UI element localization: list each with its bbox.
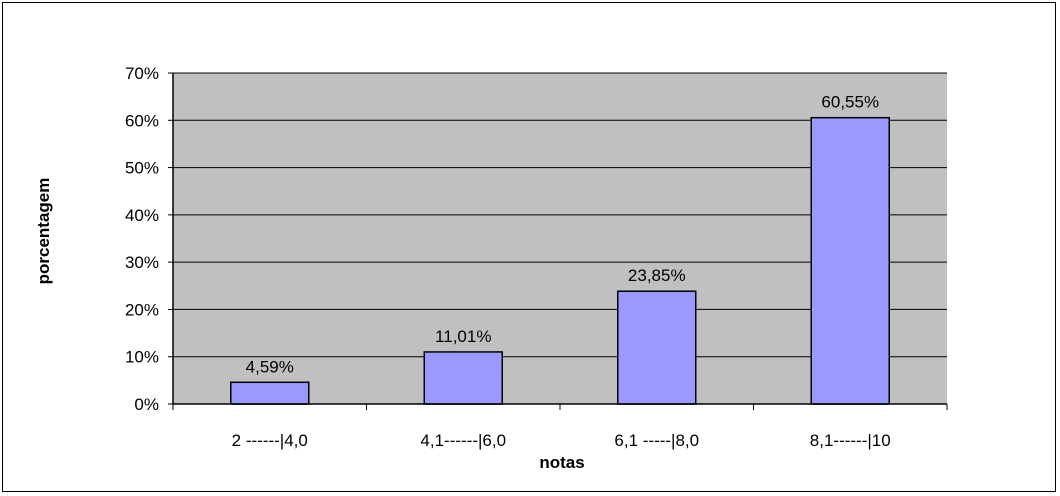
- x-tick-label: 8,1------|10: [810, 431, 891, 450]
- bar: [617, 290, 697, 405]
- x-axis-label: notas: [539, 453, 584, 472]
- y-tick-label: 60%: [125, 111, 159, 130]
- y-tick-label: 0%: [134, 395, 159, 414]
- data-label: 60,55%: [821, 93, 879, 112]
- data-label: 4,59%: [246, 357, 294, 376]
- plot-area: 4,59% 11,01% 23,85% 60,55%: [173, 72, 947, 405]
- bar: [810, 116, 890, 405]
- bar-chart: 4,59% 11,01% 23,85% 60,55% 0% 10% 20% 30% 40% 50…: [34, 64, 948, 472]
- y-tick-label: 10%: [125, 348, 159, 367]
- y-tick-label: 30%: [125, 253, 159, 272]
- y-axis-label: porcentagem: [34, 178, 53, 285]
- bar: [423, 351, 503, 405]
- x-tick-label: 2 ------|4,0: [232, 431, 308, 450]
- data-label: 11,01%: [435, 327, 491, 346]
- y-tick-label: 40%: [125, 206, 159, 225]
- bar: [230, 381, 310, 405]
- y-tick-label: 70%: [125, 64, 159, 83]
- x-tick-label: 4,1------|6,0: [420, 431, 506, 450]
- axes: 0% 10% 20% 30% 40% 50% 60% 70% 2 ------|4,0 4,1--…: [125, 64, 948, 450]
- y-tick-label: 50%: [125, 159, 159, 178]
- y-tick-label: 20%: [125, 300, 159, 319]
- x-tick-label: 6,1 -----|8,0: [614, 431, 699, 450]
- data-label: 23,85%: [628, 266, 686, 285]
